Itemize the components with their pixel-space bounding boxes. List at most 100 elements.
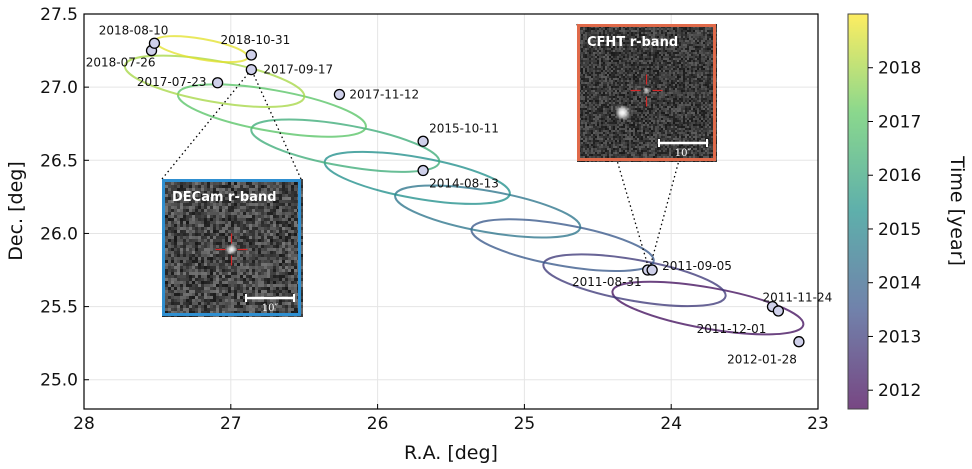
noise-pixel [237, 200, 240, 203]
noise-pixel [659, 66, 661, 68]
noise-pixel [689, 50, 691, 52]
noise-pixel [661, 98, 663, 100]
noise-pixel [627, 100, 629, 102]
noise-pixel [623, 48, 625, 50]
noise-pixel [667, 36, 669, 38]
noise-pixel [267, 290, 270, 293]
noise-pixel [252, 278, 255, 281]
noise-pixel [667, 90, 669, 92]
noise-pixel [639, 94, 641, 96]
noise-pixel [234, 260, 237, 263]
noise-pixel [599, 28, 601, 30]
noise-pixel [595, 64, 597, 66]
noise-pixel [288, 281, 291, 284]
noise-pixel [699, 54, 701, 56]
noise-pixel [607, 40, 609, 42]
noise-pixel [615, 64, 617, 66]
noise-pixel [633, 56, 635, 58]
noise-pixel [687, 62, 689, 64]
noise-pixel [639, 58, 641, 60]
noise-pixel [683, 42, 685, 44]
noise-pixel [685, 78, 687, 80]
noise-pixel [651, 76, 653, 78]
noise-pixel [629, 42, 631, 44]
noise-pixel [585, 32, 587, 34]
noise-pixel [186, 236, 189, 239]
noise-pixel [222, 239, 225, 242]
noise-pixel [653, 30, 655, 32]
noise-pixel [171, 293, 174, 296]
noise-pixel [171, 233, 174, 236]
noise-pixel [222, 194, 225, 197]
noise-pixel [252, 263, 255, 266]
noise-pixel [589, 100, 591, 102]
noise-pixel [213, 185, 216, 188]
noise-pixel [583, 34, 585, 36]
noise-pixel [225, 236, 228, 239]
noise-pixel [583, 92, 585, 94]
noise-pixel [216, 281, 219, 284]
noise-pixel [258, 233, 261, 236]
noise-pixel [641, 68, 643, 70]
noise-pixel [597, 82, 599, 84]
noise-pixel [629, 98, 631, 100]
noise-pixel [625, 62, 627, 64]
noise-pixel [633, 62, 635, 64]
noise-pixel [601, 42, 603, 44]
noise-pixel [659, 78, 661, 80]
noise-pixel [627, 68, 629, 70]
noise-pixel [621, 68, 623, 70]
noise-pixel [623, 32, 625, 34]
noise-pixel [665, 76, 667, 78]
noise-pixel [204, 305, 207, 308]
noise-pixel [655, 94, 657, 96]
noise-pixel [216, 257, 219, 260]
noise-pixel [613, 52, 615, 54]
noise-pixel [665, 36, 667, 38]
noise-pixel [659, 38, 661, 40]
noise-pixel [603, 66, 605, 68]
noise-pixel [195, 299, 198, 302]
noise-pixel [201, 248, 204, 251]
noise-pixel [207, 254, 210, 257]
noise-pixel [174, 293, 177, 296]
noise-pixel [689, 88, 691, 90]
noise-pixel [655, 30, 657, 32]
noise-pixel [267, 185, 270, 188]
noise-pixel [276, 242, 279, 245]
noise-pixel [655, 78, 657, 80]
noise-pixel [192, 293, 195, 296]
noise-pixel [593, 48, 595, 50]
noise-pixel [204, 212, 207, 215]
noise-pixel [165, 278, 168, 281]
noise-pixel [609, 74, 611, 76]
noise-pixel [695, 38, 697, 40]
noise-pixel [282, 278, 285, 281]
noise-pixel [605, 74, 607, 76]
noise-pixel [288, 272, 291, 275]
noise-pixel [255, 272, 258, 275]
noise-pixel [641, 40, 643, 42]
noise-pixel [213, 305, 216, 308]
noise-pixel [663, 30, 665, 32]
noise-pixel [581, 98, 583, 100]
noise-pixel [689, 92, 691, 94]
inset-border [162, 179, 301, 316]
noise-pixel [651, 86, 653, 88]
noise-pixel [619, 102, 621, 104]
noise-pixel [195, 233, 198, 236]
noise-pixel [663, 62, 665, 64]
noise-pixel [210, 305, 213, 308]
noise-pixel [699, 78, 701, 80]
noise-pixel [649, 70, 651, 72]
noise-pixel [189, 308, 192, 311]
noise-pixel [180, 182, 183, 185]
noise-pixel [213, 245, 216, 248]
noise-pixel [605, 100, 607, 102]
noise-pixel [258, 299, 261, 302]
noise-pixel [683, 90, 685, 92]
noise-pixel [643, 88, 645, 90]
noise-pixel [210, 311, 213, 314]
noise-pixel [294, 218, 297, 221]
noise-pixel [641, 44, 643, 46]
